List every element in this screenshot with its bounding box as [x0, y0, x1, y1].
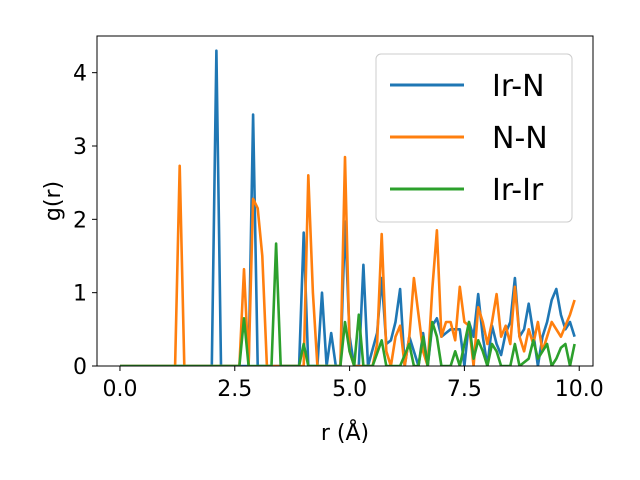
y-axis-label: g(r)	[41, 181, 66, 221]
series-line-ir-ir	[120, 242, 576, 366]
legend-label-ir-n: Ir-N	[492, 69, 545, 104]
x-tick-label: 2.5	[217, 377, 252, 402]
x-tick-label: 10.0	[555, 377, 604, 402]
y-tick-label: 2	[73, 208, 87, 233]
y-tick-label: 3	[73, 135, 87, 160]
y-tick-label: 0	[73, 355, 87, 380]
series-line-n-n	[120, 155, 576, 366]
x-tick-label: 7.5	[447, 377, 482, 402]
axes-layer: 0.0 2.5 5.0 7.5 10.0 0 1 2 3 4	[73, 62, 604, 402]
series-line-ir-n	[120, 49, 576, 366]
x-tick-label: 0.0	[102, 377, 137, 402]
y-tick-label: 4	[73, 62, 87, 87]
plot-frame	[96, 35, 594, 367]
legend-box	[375, 53, 573, 223]
legend-label-n-n: N-N	[492, 121, 548, 156]
legend-label-ir-ir: Ir-Ir	[492, 173, 544, 208]
x-axis-label: r (Å)	[321, 419, 369, 446]
y-tick-label: 1	[73, 282, 87, 307]
x-tick-label: 5.0	[332, 377, 367, 402]
legend: Ir-N N-N Ir-Ir	[375, 53, 573, 223]
series-layer	[120, 49, 576, 366]
